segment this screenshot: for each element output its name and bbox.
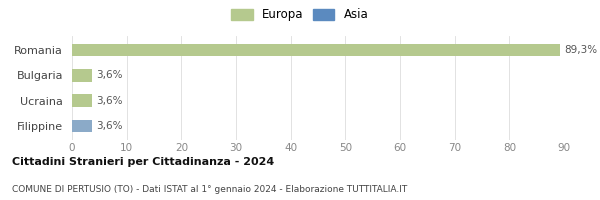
Text: COMUNE DI PERTUSIO (TO) - Dati ISTAT al 1° gennaio 2024 - Elaborazione TUTTITALI: COMUNE DI PERTUSIO (TO) - Dati ISTAT al … bbox=[12, 185, 407, 194]
Text: 3,6%: 3,6% bbox=[96, 121, 122, 131]
Text: Cittadini Stranieri per Cittadinanza - 2024: Cittadini Stranieri per Cittadinanza - 2… bbox=[12, 157, 274, 167]
Legend: Europa, Asia: Europa, Asia bbox=[229, 6, 371, 24]
Text: 3,6%: 3,6% bbox=[96, 96, 122, 106]
Text: 3,6%: 3,6% bbox=[96, 70, 122, 80]
Text: 89,3%: 89,3% bbox=[565, 45, 598, 55]
Bar bbox=[72, 44, 560, 56]
Bar bbox=[72, 94, 92, 107]
Bar bbox=[72, 69, 92, 82]
Bar bbox=[72, 120, 92, 132]
